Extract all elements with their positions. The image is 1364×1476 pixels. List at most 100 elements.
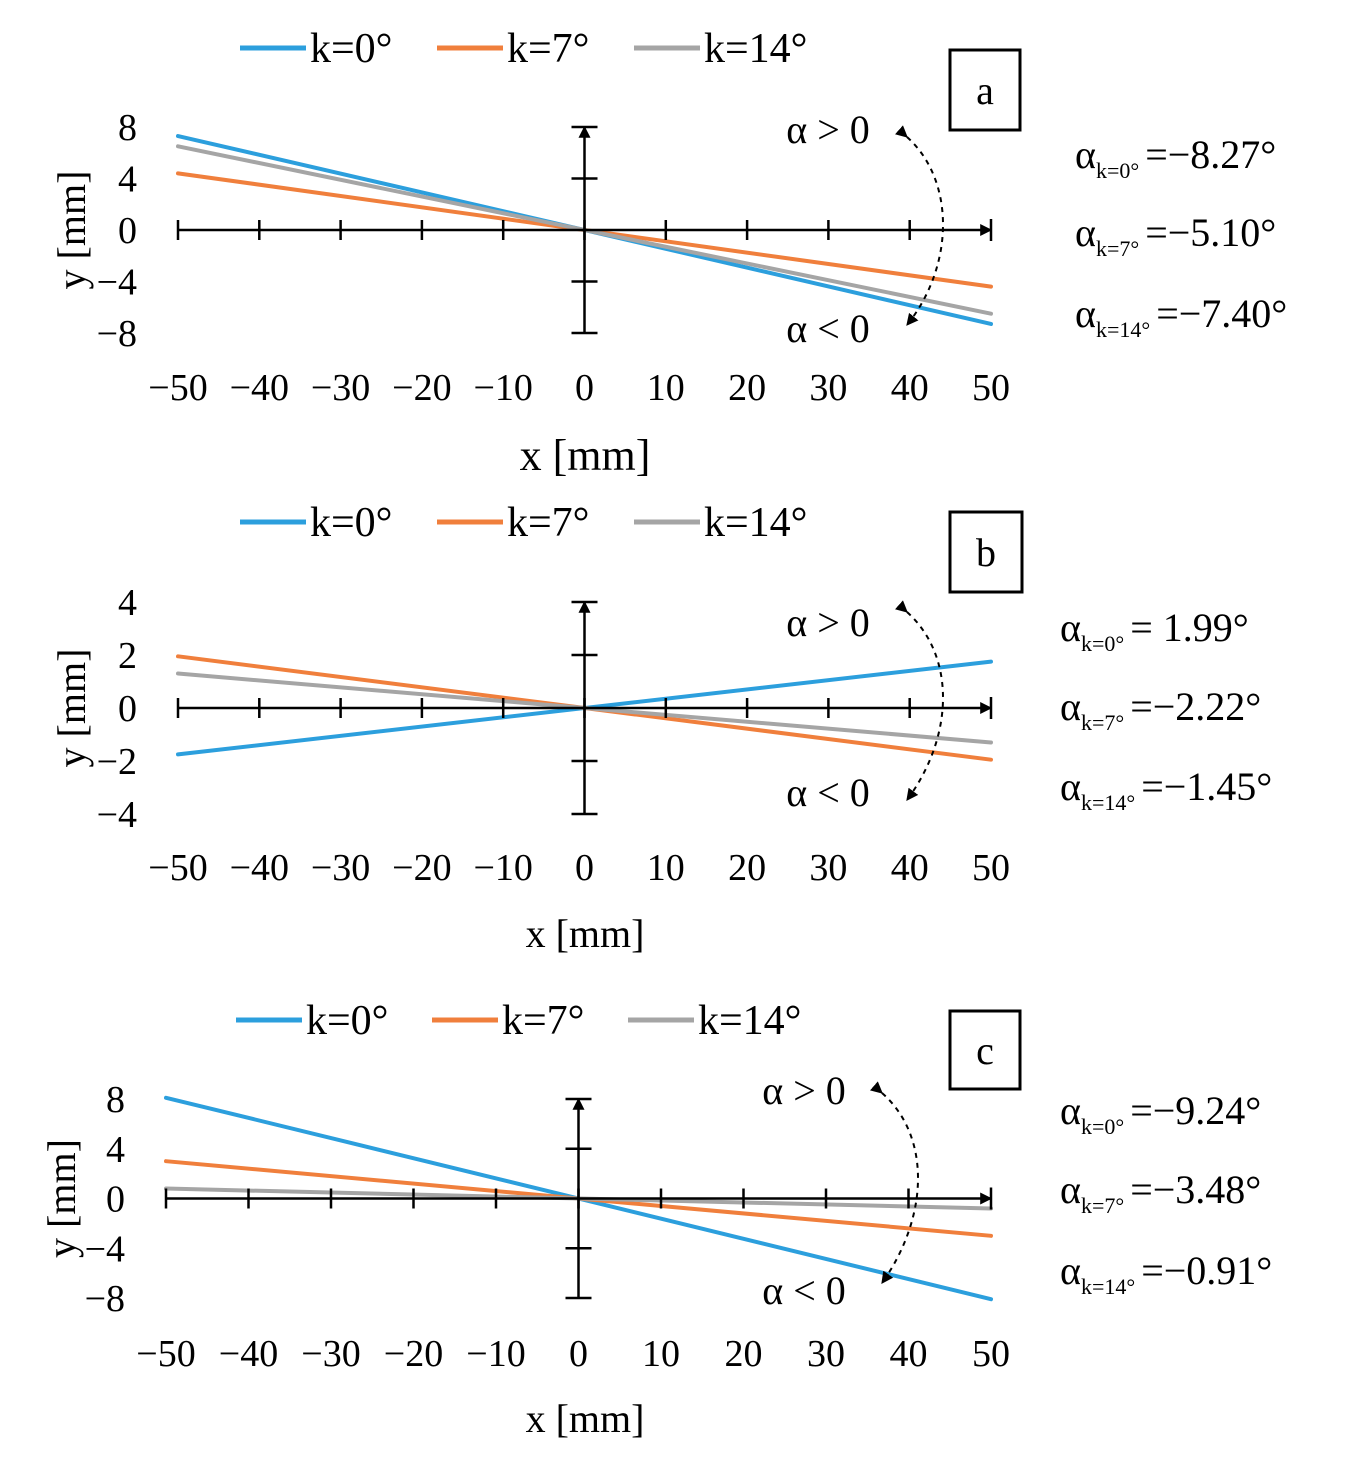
x-tick-label: 30 — [809, 847, 847, 889]
panel-b: k=0° k=7° k=14°b−50 −40 −30 −20 −10 0 10 20 30 40 50… — [49, 500, 1272, 956]
alpha-subscript: k=7° — [1096, 236, 1139, 261]
panel-a: k=0° k=7° k=14°a−50 −40 −30 −20 −10 0 10 20 30 40 50… — [49, 26, 1287, 480]
alpha-subscript: k=14° — [1081, 790, 1135, 815]
alpha-positive-label: α > 0 — [786, 600, 870, 645]
x-tick-label: −30 — [301, 1333, 360, 1375]
alpha-value: =−0.91° — [1141, 1248, 1272, 1293]
alpha-value: =−5.10° — [1145, 210, 1276, 255]
angle-result: αk=7° =−2.22° — [1060, 684, 1261, 735]
legend-entry: k=7° — [507, 26, 589, 72]
legend-entry: k=14° — [704, 500, 807, 546]
x-tick-label: −50 — [148, 367, 207, 409]
y-tick-label: −4 — [97, 794, 137, 836]
y-tick-label: −2 — [97, 741, 137, 783]
legend-entry: k=14° — [704, 26, 807, 72]
legend-entry: k=7° — [507, 500, 589, 546]
y-tick-label: −8 — [97, 313, 137, 355]
y-tick-label: 4 — [118, 582, 137, 624]
y-tick-label: 8 — [106, 1079, 125, 1121]
x-tick-label: −10 — [466, 1333, 525, 1375]
x-tick-label: −20 — [392, 367, 451, 409]
alpha-direction-arc — [869, 1081, 919, 1284]
alpha-negative-label: α < 0 — [786, 306, 870, 351]
alpha-symbol: α — [1060, 1167, 1081, 1212]
alpha-subscript: k=7° — [1081, 710, 1124, 735]
x-tick-label: 0 — [575, 847, 594, 889]
x-tick-label: 0 — [569, 1333, 588, 1375]
x-tick-label: 10 — [647, 847, 685, 889]
alpha-subscript: k=14° — [1096, 317, 1150, 342]
legend-entry: k=0° — [310, 500, 392, 546]
alpha-value: =−3.48° — [1130, 1167, 1261, 1212]
panel-label-box — [948, 48, 1022, 132]
y-axis-label: y [mm] — [49, 649, 94, 768]
alpha-symbol: α — [1060, 605, 1081, 650]
panel-label: c — [976, 1028, 994, 1073]
alpha-symbol: α — [1075, 291, 1096, 336]
x-tick-label: −40 — [219, 1333, 278, 1375]
x-tick-label: −40 — [230, 847, 289, 889]
angle-results: αk=0° = 1.99°αk=7° =−2.22°αk=14° =−1.45° — [1060, 605, 1272, 815]
alpha-positive-label: α > 0 — [762, 1068, 846, 1113]
x-tick-label: 40 — [890, 1333, 928, 1375]
alpha-negative-label: α < 0 — [762, 1268, 846, 1313]
legend-entry: k=0° — [310, 26, 392, 72]
alpha-positive-label: α > 0 — [786, 107, 870, 152]
x-tick-label: 30 — [809, 367, 847, 409]
x-tick-label: −30 — [311, 847, 370, 889]
alpha-subscript: k=0° — [1081, 631, 1124, 656]
y-tick-label: 0 — [118, 688, 137, 730]
alpha-value: =−1.45° — [1141, 764, 1272, 809]
alpha-value: =−7.40° — [1156, 291, 1287, 336]
x-tick-label: 50 — [972, 367, 1010, 409]
alpha-subscript: k=0° — [1096, 158, 1139, 183]
alpha-symbol: α — [1060, 684, 1081, 729]
x-tick-label: 50 — [972, 847, 1010, 889]
panel-label-box — [948, 510, 1024, 594]
y-tick-label: −8 — [85, 1278, 125, 1320]
x-tick-label: 10 — [642, 1333, 680, 1375]
x-tick-label: −20 — [392, 847, 451, 889]
y-axis-label: y [mm] — [39, 1139, 84, 1258]
angle-result: αk=0° = 1.99° — [1060, 605, 1249, 656]
x-tick-label: 0 — [575, 367, 594, 409]
x-tick-label: −20 — [384, 1333, 443, 1375]
alpha-direction-arc — [894, 600, 944, 801]
alpha-symbol: α — [1075, 210, 1096, 255]
alpha-symbol: α — [1060, 1248, 1081, 1293]
angle-result: αk=0° =−9.24° — [1060, 1088, 1261, 1139]
angle-results: αk=0° =−9.24°αk=7° =−3.48°αk=14° =−0.91° — [1060, 1088, 1272, 1299]
alpha-value: =−9.24° — [1130, 1088, 1261, 1133]
panel-label: b — [976, 530, 996, 575]
alpha-value: =−2.22° — [1130, 684, 1261, 729]
x-tick-label: 20 — [728, 847, 766, 889]
y-tick-label: 4 — [118, 159, 137, 201]
x-tick-label: −10 — [473, 847, 532, 889]
legend: k=0° k=7° k=14° — [240, 500, 807, 546]
alpha-value: =−8.27° — [1145, 132, 1276, 177]
y-tick-label: −4 — [97, 262, 137, 304]
alpha-value: = 1.99° — [1130, 605, 1249, 650]
alpha-symbol: α — [1060, 764, 1081, 809]
legend-entry: k=14° — [698, 998, 801, 1044]
x-tick-label: −50 — [136, 1333, 195, 1375]
panel-label-box — [948, 1009, 1022, 1091]
panel-label: a — [976, 68, 994, 113]
legend-entry: k=7° — [502, 998, 584, 1044]
x-tick-label: −50 — [148, 847, 207, 889]
x-axis-label: x [mm] — [526, 911, 645, 956]
x-tick-label: −30 — [311, 367, 370, 409]
angle-results: αk=0° =−8.27°αk=7° =−5.10°αk=14° =−7.40° — [1075, 132, 1287, 342]
y-tick-label: 2 — [118, 635, 137, 677]
x-tick-label: 10 — [647, 367, 685, 409]
angle-result: αk=7° =−5.10° — [1075, 210, 1276, 261]
y-tick-label: −4 — [85, 1228, 125, 1270]
alpha-symbol: α — [1060, 1088, 1081, 1133]
x-tick-label: −40 — [230, 367, 289, 409]
x-axis-label: x [mm] — [526, 1396, 645, 1441]
x-tick-label: 40 — [891, 367, 929, 409]
alpha-direction-arc — [894, 125, 944, 326]
panel-c: k=0° k=7° k=14°c−50 −40 −30 −20 −10 0 10 20 30 40 50… — [39, 998, 1272, 1441]
legend: k=0° k=7° k=14° — [240, 26, 807, 72]
